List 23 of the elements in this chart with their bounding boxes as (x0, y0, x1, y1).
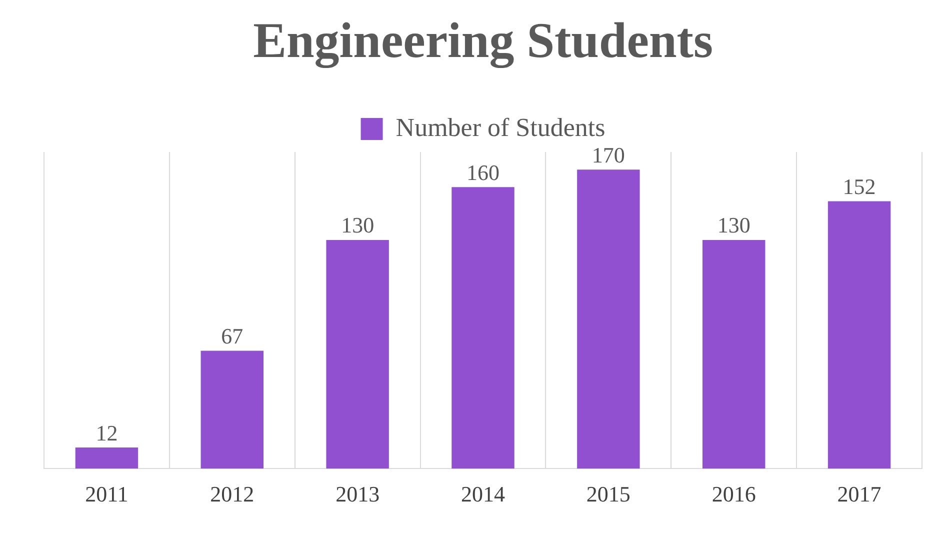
data-label: 170 (592, 142, 625, 168)
x-tick-label: 2013 (336, 482, 380, 507)
x-tick-label: 2016 (712, 482, 756, 507)
legend-label: Number of Students (396, 112, 606, 142)
chart-title: Engineering Students (253, 12, 713, 69)
x-tick-label: 2011 (85, 482, 128, 507)
data-label: 130 (717, 212, 750, 238)
data-label: 160 (466, 160, 500, 185)
bar (200, 350, 264, 469)
bar (702, 240, 766, 469)
x-tick-label: 2017 (837, 482, 882, 507)
x-tick-label: 2012 (210, 482, 254, 507)
data-label: 152 (842, 174, 876, 200)
bar (326, 240, 389, 469)
bar (828, 201, 891, 469)
x-tick-label: 2015 (586, 482, 630, 507)
bar (75, 447, 138, 469)
x-tick-label: 2014 (461, 482, 505, 507)
bar (452, 187, 514, 469)
data-label: 67 (221, 324, 244, 349)
bar (577, 170, 640, 469)
data-label: 130 (341, 212, 374, 238)
data-label: 12 (96, 420, 118, 446)
